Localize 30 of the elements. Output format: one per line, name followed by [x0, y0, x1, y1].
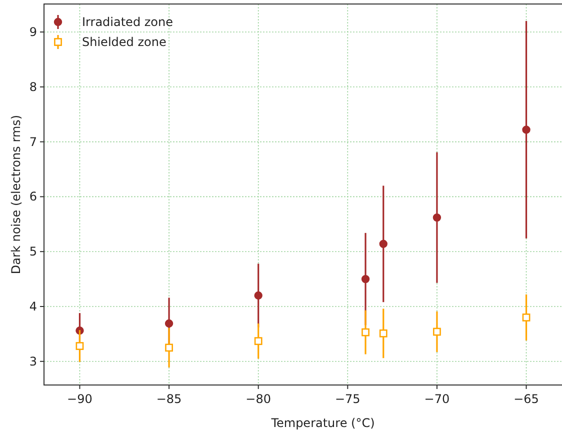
- x-axis-title: Temperature (°C): [270, 416, 375, 430]
- y-tick-label: 7: [29, 134, 37, 149]
- point: [522, 314, 530, 322]
- y-tick-label: 8: [29, 80, 37, 94]
- point: [379, 329, 388, 338]
- legend-label: Shielded zone: [82, 35, 166, 49]
- point: [76, 342, 84, 350]
- point: [254, 337, 262, 346]
- y-tick-label: 3: [29, 354, 37, 368]
- x-tick-label: −65: [514, 392, 539, 406]
- y-axis-title: Dark noise (electrons rms): [9, 114, 23, 274]
- point: [379, 240, 388, 248]
- point: [164, 319, 174, 328]
- x-tick-label: −75: [334, 392, 360, 406]
- point: [432, 213, 442, 222]
- point: [254, 291, 262, 300]
- point: [361, 274, 370, 284]
- point: [522, 126, 530, 134]
- y-tick-label: 9: [29, 25, 37, 39]
- x-tick-label: −70: [424, 392, 450, 406]
- x-tick-label: −90: [67, 392, 92, 406]
- x-tick-label: −80: [246, 392, 272, 406]
- x-tick-label: −85: [156, 392, 182, 406]
- y-tick-label: 5: [29, 244, 37, 259]
- y-tick-label: 6: [29, 190, 37, 204]
- legend-label: Irradiated zone: [82, 15, 174, 29]
- point: [433, 328, 441, 336]
- point: [362, 328, 370, 336]
- y-tick-label: 4: [29, 299, 37, 314]
- point: [165, 344, 173, 352]
